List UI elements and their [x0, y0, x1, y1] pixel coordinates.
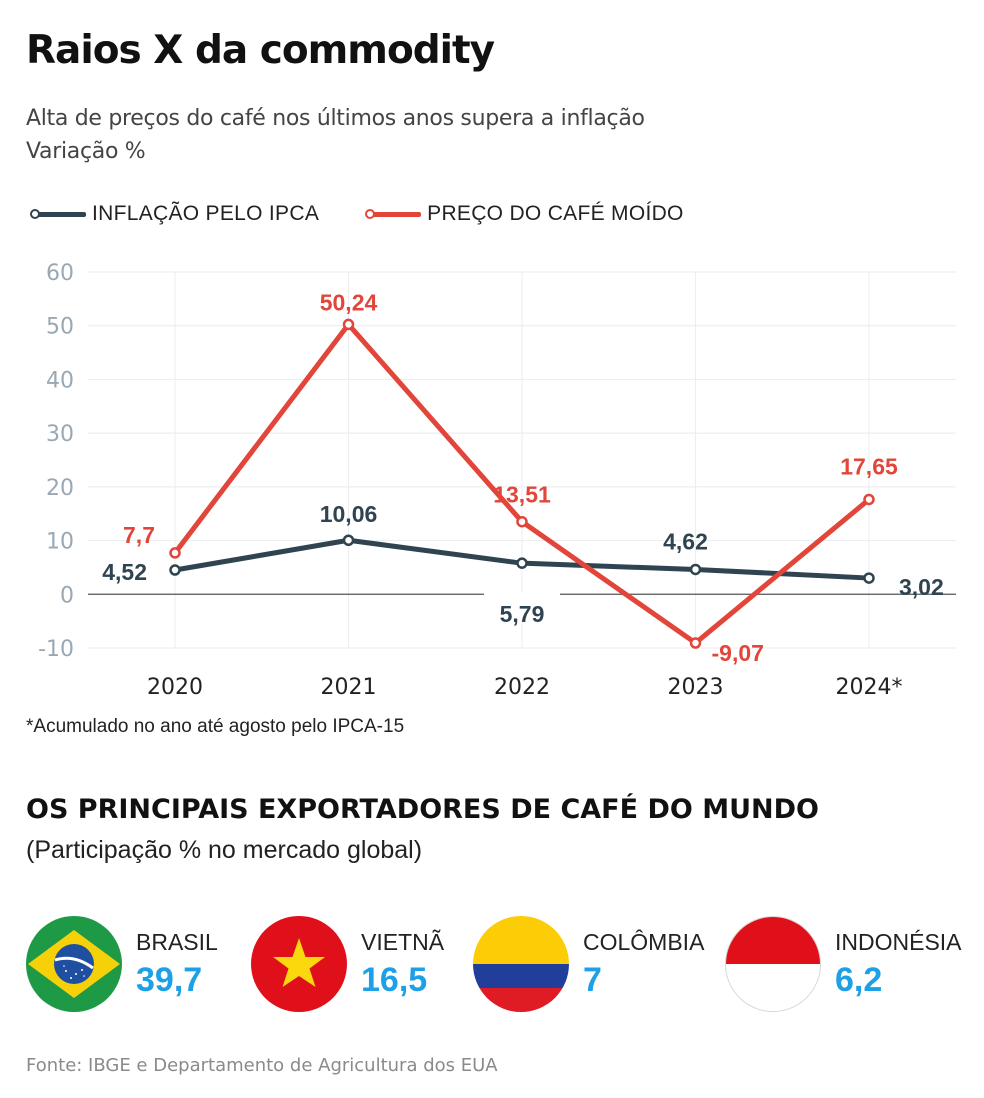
- x-tick-label: 2024*: [836, 675, 903, 700]
- data-labels: 4,52 10,06 5,79 4,62 3,02 7,7 50,24 13,51 -9,07 1…: [102, 289, 944, 666]
- chart-legend: INFLAÇÃO PELO IPCA PREÇO DO CAFÉ MOÍDO: [30, 202, 730, 226]
- series: [169, 318, 875, 649]
- data-point-cafe: [516, 515, 528, 528]
- indonesia-flag-icon: [725, 916, 821, 1012]
- data-label-cafe: 7,7: [123, 522, 155, 548]
- data-point-cafe: [342, 318, 355, 331]
- legend-swatch-cafe: [365, 209, 422, 219]
- legend-swatch-ipca: [30, 209, 86, 219]
- y-tick-label: 10: [46, 530, 74, 555]
- line-chart: 60 50 40 30 20 10 0 -10 2020 2021 2022 2023 2024* 4…: [38, 261, 956, 700]
- subtitle: Alta de preços do café nos últimos anos …: [26, 102, 645, 168]
- y-tick-label: 60: [46, 261, 74, 286]
- legend-label-cafe: PREÇO DO CAFÉ MOÍDO: [427, 202, 684, 225]
- legend-item-cafe: PREÇO DO CAFÉ MOÍDO: [365, 202, 684, 226]
- data-point-ipca: [689, 563, 702, 576]
- y-axis: 60 50 40 30 20 10 0 -10: [38, 261, 74, 662]
- x-tick-label: 2023: [668, 675, 724, 700]
- legend-item-ipca: INFLAÇÃO PELO IPCA: [30, 202, 319, 226]
- exporter-indonesia: INDONÉSIA 6,2: [725, 916, 962, 1012]
- exporter-share: 16,5: [361, 961, 428, 999]
- source-credit: Fonte: IBGE e Departamento de Agricultur…: [26, 1055, 498, 1076]
- exporters-title: OS PRINCIPAIS EXPORTADORES DE CAFÉ DO MU…: [26, 794, 819, 825]
- data-point-ipca: [516, 557, 528, 569]
- data-point-ipca: [863, 572, 875, 584]
- page-title: Raios X da commodity: [26, 28, 495, 73]
- y-tick-label: 50: [46, 315, 74, 340]
- data-point-cafe: [689, 637, 702, 649]
- data-label-ipca: 4,52: [102, 559, 147, 585]
- y-tick-label: 20: [46, 476, 74, 501]
- x-tick-label: 2022: [494, 675, 550, 700]
- x-tick-label: 2020: [147, 675, 203, 700]
- exporter-colombia: COLÔMBIA 7: [473, 916, 704, 1012]
- exporter-share: 7: [583, 961, 602, 999]
- exporter-name: COLÔMBIA: [583, 929, 705, 955]
- grid: [88, 271, 956, 649]
- exporter-brasil: BRASIL 39,7: [26, 916, 218, 1012]
- colombia-flag-icon: [473, 916, 569, 1012]
- x-tick-label: 2021: [321, 675, 377, 700]
- data-point-cafe: [169, 547, 181, 559]
- data-point-ipca: [342, 534, 355, 546]
- exporters-list: BRASIL 39,7 VIETNÃ 16,5 COLÔMBIA 7: [26, 916, 984, 1016]
- data-point-ipca: [169, 564, 181, 576]
- data-label-cafe: 13,51: [493, 482, 551, 508]
- y-tick-label: -10: [38, 637, 74, 662]
- y-tick-label: 0: [60, 583, 74, 608]
- exporter-name: VIETNÃ: [361, 929, 445, 955]
- data-label-ipca: 4,62: [663, 528, 708, 554]
- data-label-cafe: -9,07: [712, 640, 764, 666]
- exporter-share: 6,2: [835, 961, 883, 999]
- label-background: [484, 592, 560, 621]
- exporter-name: INDONÉSIA: [835, 929, 962, 955]
- y-tick-label: 40: [46, 368, 74, 393]
- exporter-vietna: VIETNÃ 16,5: [251, 916, 444, 1012]
- data-label-ipca: 10,06: [320, 501, 378, 527]
- footnote: *Acumulado no ano até agosto pelo IPCA-1…: [26, 716, 405, 737]
- y-tick-label: 30: [46, 422, 74, 447]
- data-label-cafe: 50,24: [320, 289, 378, 315]
- exporters-subtitle: (Participação % no mercado global): [26, 836, 423, 864]
- legend-label-ipca: INFLAÇÃO PELO IPCA: [92, 202, 320, 225]
- data-label-cafe: 17,65: [840, 453, 898, 479]
- data-label-ipca: 3,02: [899, 574, 944, 600]
- exporter-name: BRASIL: [136, 929, 218, 955]
- vietnam-flag-icon: [251, 916, 347, 1012]
- subtitle-line-2: Variação %: [26, 139, 146, 164]
- data-point-cafe: [863, 493, 875, 506]
- brazil-flag-icon: [26, 916, 122, 1012]
- x-axis: 2020 2021 2022 2023 2024*: [147, 675, 903, 700]
- data-label-ipca: 5,79: [500, 601, 545, 627]
- exporter-share: 39,7: [136, 961, 203, 999]
- subtitle-line-1: Alta de preços do café nos últimos anos …: [26, 106, 645, 131]
